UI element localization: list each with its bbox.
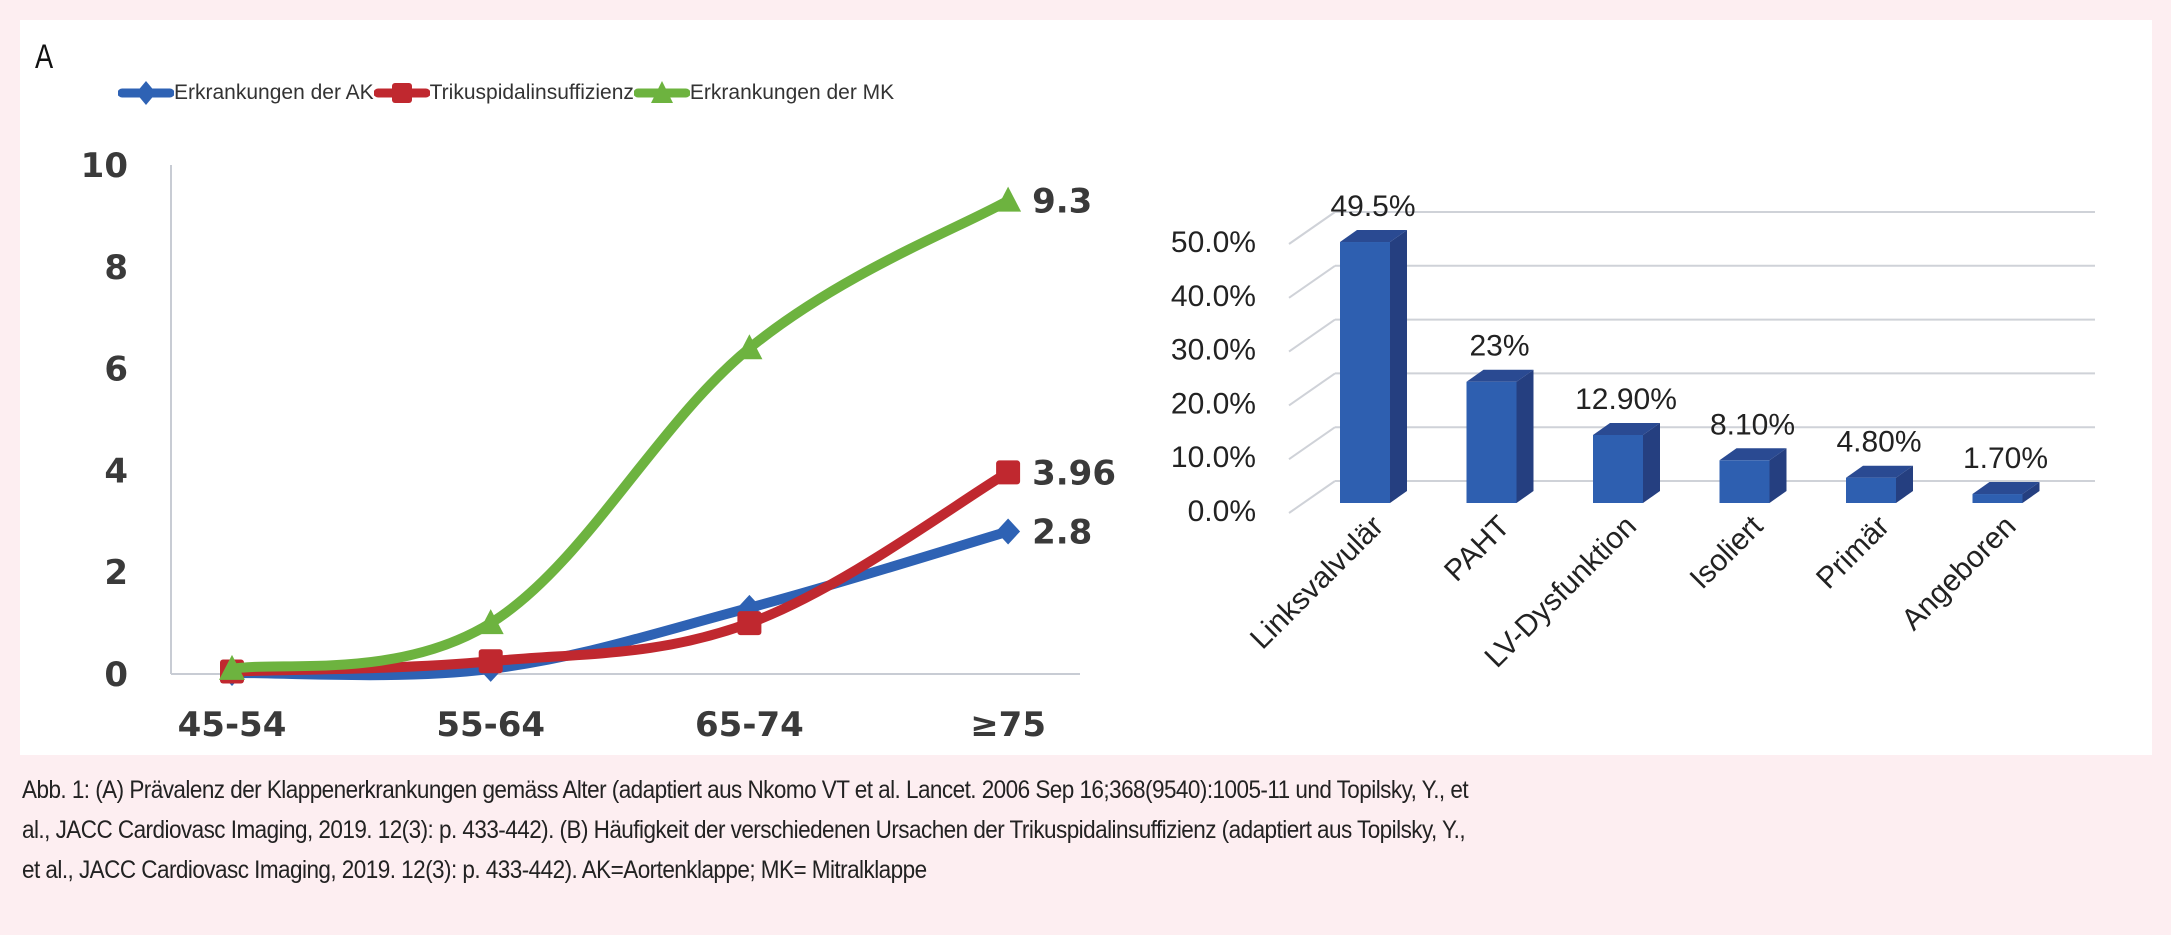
bar-side: [1516, 369, 1534, 503]
gridline-side: [1288, 480, 1336, 514]
series-line: [227, 195, 1014, 674]
x-tick-label: PAHT: [1438, 510, 1516, 588]
x-tick-label: ≥75: [970, 705, 1046, 745]
gridline-side: [1288, 426, 1336, 461]
data-point: [477, 609, 504, 635]
data-label: 2.8: [1032, 512, 1092, 552]
legend-item-ti: Trikuspidalinsuffizienz: [373, 78, 634, 108]
legend-marker-triangle-icon: [633, 81, 690, 103]
caption-line: et al., JACC Cardiovasc Imaging, 2019. 1…: [22, 856, 927, 884]
legend-marker-square-icon: [373, 83, 430, 103]
data-point: [219, 654, 245, 680]
bar-front: [1972, 494, 2023, 503]
bar-top: [1340, 230, 1407, 243]
bar-front: [1340, 242, 1390, 503]
bar: [1340, 230, 1407, 503]
bar-top: [1846, 465, 1913, 478]
legend-label: Erkrankungen der MK: [689, 81, 895, 104]
data-point: [996, 518, 1021, 545]
y-tick-label: 0: [104, 655, 128, 695]
y-tick-label: 4: [104, 451, 128, 491]
caption-line: al., JACC Cardiovasc Imaging, 2019. 12(3…: [22, 816, 1466, 844]
x-tick-label: 55-64: [436, 705, 545, 745]
legend-item-mk: Erkrankungen der MK: [633, 78, 895, 108]
bar-side: [1896, 465, 1913, 503]
x-tick-label: Primär: [1810, 510, 1896, 596]
bar-top: [1466, 369, 1534, 382]
bar-top: [1719, 448, 1787, 461]
y-tick-label: 6: [104, 350, 128, 390]
y-tick-label: 2: [104, 553, 128, 593]
gridline-side: [1288, 318, 1336, 353]
y-tick-label: 40.0%: [1171, 280, 1256, 313]
bar-front: [1593, 434, 1643, 503]
legend-label: Trikuspidalinsuffizienz: [429, 81, 634, 104]
data-label: 3.96: [1032, 453, 1116, 493]
bar-side: [1390, 230, 1407, 503]
data-label: 23%: [1469, 330, 1529, 363]
figure-caption: Abb. 1: (A) Prävalenz der Klappenerkrank…: [22, 770, 2122, 890]
data-label: 4.80%: [1836, 426, 1921, 459]
data-point: [736, 334, 763, 360]
data-point: [995, 186, 1022, 212]
line-chart: 0 2 4 6 8 10 45-54 55-64 65-74 ≥75 2.8 3.96 9.3: [81, 146, 1116, 745]
y-tick-label: 10: [81, 146, 128, 186]
line-chart-legend: Erkrankungen der AK Trikuspidalinsuffizi…: [118, 78, 894, 108]
y-tick-label: 0.0%: [1188, 495, 1256, 528]
x-tick-label: 65-74: [695, 705, 804, 745]
data-label: 1.70%: [1963, 442, 2048, 475]
bar-top: [1972, 482, 2040, 495]
bar: [1972, 482, 2040, 503]
data-point: [996, 460, 1021, 485]
x-tick-label: Angeboren: [1895, 510, 2022, 637]
x-tick-label: Linksvalvulär: [1244, 510, 1390, 656]
bar-side: [1769, 448, 1787, 503]
legend-marker-diamond-icon: [118, 81, 174, 105]
bar-chart: 0.0% 10.0% 20.0% 30.0% 40.0% 50.0% 49.5% Linksv…: [1171, 190, 2095, 674]
y-tick-label: 10.0%: [1171, 441, 1256, 474]
figure-panel: [20, 20, 2152, 755]
bar-side: [2022, 482, 2040, 503]
y-tick-label: 50.0%: [1171, 226, 1256, 259]
gridline-side: [1288, 372, 1336, 407]
series-square: 3.96: [220, 453, 1116, 684]
bar: [1719, 448, 1787, 503]
series-line: [227, 526, 1014, 681]
bar: [1846, 465, 1913, 503]
y-tick-label: 30.0%: [1171, 334, 1256, 367]
legend-item-ak: Erkrankungen der AK: [118, 78, 374, 108]
data-point: [737, 611, 762, 636]
bar-front: [1466, 381, 1517, 503]
data-label: 12.90%: [1575, 383, 1677, 416]
y-tick-label: 8: [104, 248, 128, 288]
legend-label: Erkrankungen der AK: [174, 81, 374, 104]
data-label: 8.10%: [1710, 408, 1795, 441]
x-tick-label: Isoliert: [1684, 509, 1770, 595]
y-tick-label: 20.0%: [1171, 387, 1256, 420]
gridline-side: [1288, 211, 1336, 245]
caption-line: Abb. 1: (A) Prävalenz der Klappenerkrank…: [22, 776, 1469, 804]
bar-front: [1719, 460, 1770, 503]
data-label: 49.5%: [1330, 190, 1415, 223]
x-tick-label: 45-54: [178, 705, 287, 745]
bar: [1466, 369, 1534, 503]
bar: [1593, 422, 1660, 503]
gridline-side: [1288, 264, 1336, 299]
bar-top: [1593, 422, 1660, 435]
data-point: [478, 649, 503, 674]
panel-label: A: [35, 38, 54, 76]
bar-side: [1643, 422, 1660, 503]
data-label: 9.3: [1032, 182, 1092, 222]
bar-front: [1846, 477, 1896, 503]
series-triangle: 9.3: [219, 182, 1092, 680]
